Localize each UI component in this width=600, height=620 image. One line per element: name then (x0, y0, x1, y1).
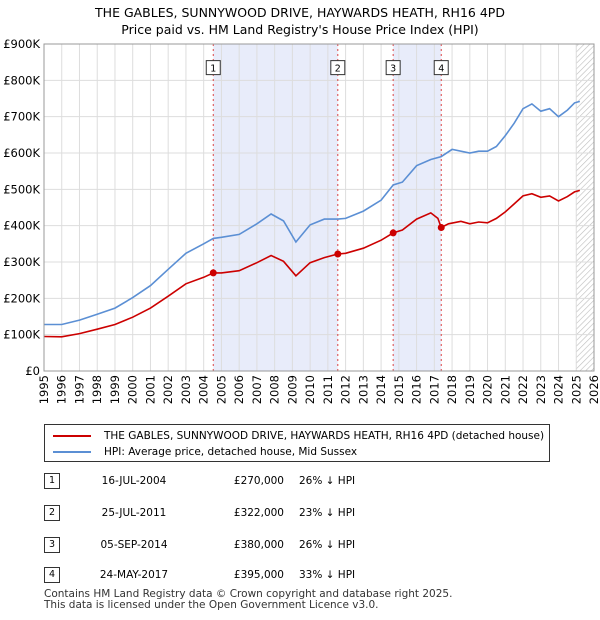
x-tick-label: 1995 (37, 375, 51, 404)
table-row: 3 05-SEP-2014 £380,000 26% ↓ HPI (44, 537, 444, 553)
y-tick-label: £300K (3, 255, 40, 269)
y-tick-label: £900K (3, 37, 40, 51)
y-tick-label: £600K (3, 146, 40, 160)
y-tick-label: £500K (3, 182, 40, 196)
x-tick-label: 2022 (516, 375, 530, 404)
x-tick-label: 2001 (143, 375, 157, 404)
x-tick-label: 2005 (214, 375, 228, 404)
x-tick-label: 1996 (55, 375, 69, 404)
transaction-number: 1 (44, 473, 60, 489)
y-tick-label: £800K (3, 73, 40, 87)
shaded-period (393, 44, 442, 371)
transaction-date: 05-SEP-2014 (100, 539, 168, 551)
transaction-label-box (385, 60, 401, 76)
x-tick-label: 2006 (232, 375, 246, 404)
legend-item-property: THE GABLES, SUNNYWOOD DRIVE, HAYWARDS HE… (53, 428, 544, 444)
x-tick-label: 2026 (587, 375, 600, 404)
x-tick-label: 2014 (374, 375, 388, 404)
transaction-hpi-diff: 33% ↓ HPI (299, 569, 356, 581)
transaction-date: 24-MAY-2017 (99, 569, 169, 581)
footer-copyright: Contains HM Land Registry data © Crown c… (44, 588, 453, 600)
transaction-hpi-diff: 26% ↓ HPI (299, 539, 356, 551)
x-tick-label: 2011 (321, 375, 335, 404)
legend-label-property: THE GABLES, SUNNYWOOD DRIVE, HAYWARDS HE… (104, 430, 545, 442)
x-tick-label: 2012 (339, 375, 353, 404)
x-tick-label: 2009 (285, 375, 299, 404)
legend-swatch-property (53, 435, 91, 437)
shaded-period (213, 44, 338, 371)
plot-border (43, 43, 595, 372)
x-tick-label: 2024 (552, 375, 566, 404)
transaction-price: £395,000 (233, 569, 284, 581)
x-tick-label: 1998 (90, 375, 104, 404)
transaction-hpi-diff: 23% ↓ HPI (299, 507, 356, 519)
transaction-marker (389, 229, 397, 237)
table-row: 2 25-JUL-2011 £322,000 23% ↓ HPI (44, 505, 444, 521)
x-tick-label: 2019 (463, 375, 477, 404)
transaction-label-box (330, 60, 346, 76)
transaction-number: 2 (44, 505, 60, 521)
x-tick-label: 2021 (498, 375, 512, 404)
transaction-number: 4 (44, 567, 60, 583)
transaction-date: 16-JUL-2004 (101, 475, 167, 487)
table-row: 4 24-MAY-2017 £395,000 33% ↓ HPI (44, 567, 444, 583)
x-tick-label: 2016 (410, 375, 424, 404)
x-tick-label: 2003 (179, 375, 193, 404)
chart-title: THE GABLES, SUNNYWOOD DRIVE, HAYWARDS HE… (95, 5, 505, 20)
legend: THE GABLES, SUNNYWOOD DRIVE, HAYWARDS HE… (44, 424, 550, 462)
footer-licence: This data is licensed under the Open Gov… (44, 599, 379, 611)
transaction-price: £380,000 (233, 539, 284, 551)
x-tick-label: 2015 (392, 375, 406, 404)
x-tick-label: 2010 (303, 375, 317, 404)
series-line (44, 100, 581, 326)
y-tick-label: £400K (3, 219, 40, 233)
x-tick-label: 1999 (108, 375, 122, 404)
footer: Contains HM Land Registry data © Crown c… (44, 589, 452, 611)
transaction-price: £270,000 (233, 475, 284, 487)
legend-label-hpi: HPI: Average price, detached house, Mid … (104, 446, 358, 458)
x-tick-label: 2000 (126, 375, 140, 404)
transaction-label: 4 (438, 64, 444, 75)
transaction-label-box (433, 60, 449, 76)
y-tick-label: £100K (3, 328, 40, 342)
transaction-label: 2 (335, 64, 341, 75)
transaction-date: 25-JUL-2011 (101, 507, 167, 519)
transaction-price: £322,000 (233, 507, 284, 519)
transaction-label: 1 (210, 64, 216, 75)
chart-subtitle: Price paid vs. HM Land Registry's House … (121, 22, 479, 37)
x-tick-label: 2025 (569, 375, 583, 404)
x-tick-label: 2018 (445, 375, 459, 404)
x-tick-label: 2017 (427, 375, 441, 404)
transaction-marker (209, 269, 217, 277)
x-tick-label: 2020 (481, 375, 495, 404)
forecast-region (576, 44, 594, 371)
series-line (43, 189, 581, 338)
y-tick-label: £200K (3, 291, 40, 305)
transaction-number: 3 (44, 537, 60, 553)
x-tick-label: 2002 (161, 375, 175, 404)
table-row: 1 16-JUL-2004 £270,000 26% ↓ HPI (44, 473, 444, 489)
transaction-hpi-diff: 26% ↓ HPI (299, 475, 356, 487)
y-tick-label: £0 (25, 364, 40, 378)
chart-title-block: THE GABLES, SUNNYWOOD DRIVE, HAYWARDS HE… (0, 4, 600, 38)
chart: 1 2 3 4 £0 £100K £200K £300K £400K £500K £600K £700… (3, 37, 600, 404)
x-tick-label: 2023 (534, 375, 548, 404)
transaction-marker (334, 250, 342, 258)
transaction-label-box (205, 60, 221, 76)
legend-swatch-hpi (53, 451, 91, 453)
x-tick-label: 2004 (197, 375, 211, 404)
legend-item-hpi: HPI: Average price, detached house, Mid … (53, 444, 357, 460)
x-tick-label: 2007 (250, 375, 264, 404)
x-tick-label: 2013 (356, 375, 370, 404)
x-tick-label: 1997 (72, 375, 86, 404)
transaction-label: 3 (390, 64, 396, 75)
y-tick-label: £700K (3, 110, 40, 124)
x-tick-label: 2008 (268, 375, 282, 404)
transaction-marker (437, 223, 445, 231)
